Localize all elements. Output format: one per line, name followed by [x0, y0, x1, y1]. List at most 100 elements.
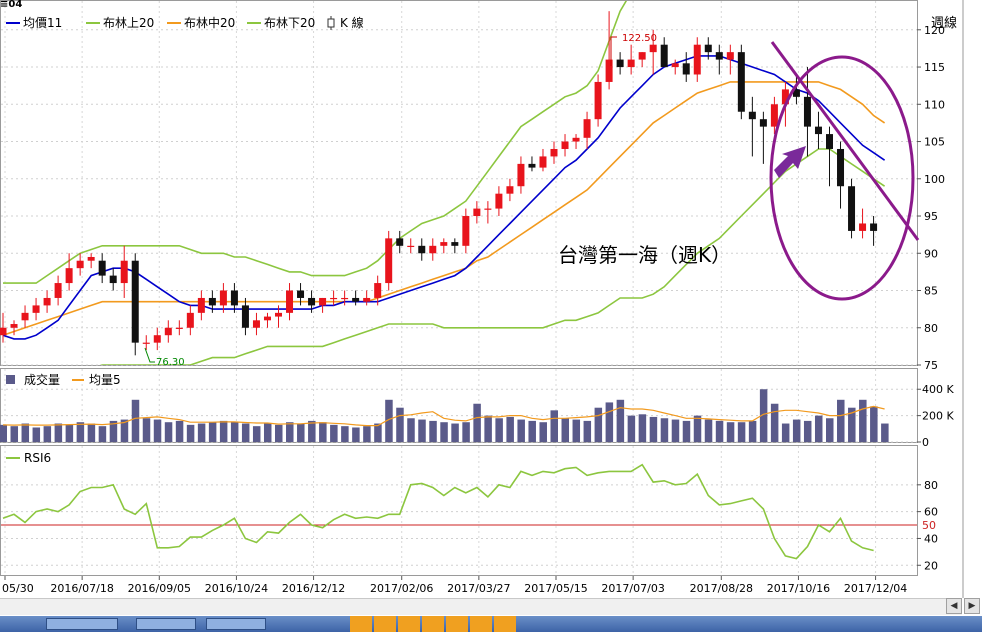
- bollinger-lower-line: [99, 148, 886, 365]
- volume-bar: [638, 414, 647, 442]
- candle-body: [440, 242, 448, 246]
- candle: [517, 156, 525, 194]
- candle-body: [87, 256, 95, 261]
- candle: [539, 148, 547, 172]
- candle-body: [164, 327, 172, 336]
- candle-body: [396, 238, 404, 246]
- candle-body: [10, 324, 18, 328]
- annotation-layer: 台灣第一海（週K）: [558, 41, 920, 301]
- tray-icon[interactable]: [470, 616, 492, 632]
- scroll-left-button[interactable]: ◀: [946, 598, 962, 614]
- candle: [870, 216, 878, 246]
- volume-panel-frame: [0, 368, 918, 443]
- volume-tick-label: 400 K: [922, 383, 954, 396]
- candle: [230, 283, 238, 313]
- candle: [330, 290, 338, 306]
- volume-bar: [660, 418, 669, 442]
- volume-bar: [473, 403, 481, 442]
- taskbar-item[interactable]: [206, 618, 266, 630]
- rsi-series-group: [2, 463, 874, 560]
- candle: [241, 297, 249, 336]
- candle: [308, 290, 316, 313]
- candle-body: [561, 141, 569, 149]
- candle-body: [539, 156, 547, 168]
- price-series-group: [0, 1, 886, 365]
- scroll-right-button[interactable]: ▶: [964, 598, 980, 614]
- annotation-arrow: [774, 146, 806, 178]
- volume-bar: [539, 422, 547, 442]
- taskbar-tray: [350, 616, 518, 632]
- volume-bar: [616, 399, 625, 442]
- price-tick-label: 95: [924, 210, 938, 223]
- rsi-tick-label: 60: [924, 506, 938, 519]
- volume-bar: [715, 420, 724, 442]
- candle: [561, 134, 569, 157]
- candle-body: [748, 111, 756, 120]
- candle-body: [583, 119, 591, 138]
- candle: [109, 268, 117, 291]
- candle-body: [65, 268, 73, 284]
- volume-bar: [870, 406, 878, 442]
- volume-bar: [131, 399, 140, 442]
- candle: [803, 67, 811, 157]
- volume-bar: [308, 420, 316, 442]
- taskbar-item[interactable]: [136, 618, 196, 630]
- price-tick-label: 110: [924, 98, 945, 111]
- candle-body: [208, 297, 216, 306]
- candle: [792, 74, 800, 105]
- candle: [848, 178, 856, 239]
- candle: [693, 37, 701, 82]
- rsi-legend: RSI6: [6, 451, 51, 465]
- tray-icon[interactable]: [398, 616, 420, 632]
- high-marker: 122.50: [610, 33, 657, 66]
- volume-bar: [297, 423, 305, 442]
- rsi-tick-label: 40: [924, 532, 938, 545]
- volume-bar: [396, 407, 404, 442]
- tray-icon[interactable]: [350, 616, 372, 632]
- candle: [550, 141, 558, 164]
- candle: [859, 208, 867, 239]
- annotation-text: 台灣第一海（週K）: [558, 243, 731, 267]
- tray-icon[interactable]: [446, 616, 468, 632]
- volume-bar: [759, 389, 768, 442]
- candle-body: [704, 44, 712, 53]
- volume-bar: [881, 423, 889, 442]
- volume-bar: [704, 419, 713, 442]
- volume-bar: [341, 426, 349, 442]
- candle-body: [803, 96, 811, 127]
- candle: [440, 238, 448, 254]
- tray-icon[interactable]: [422, 616, 444, 632]
- volume-bar: [572, 419, 581, 442]
- x-tick-label: 05/30: [2, 582, 34, 595]
- candle-body: [363, 297, 371, 302]
- volume-bar: [792, 419, 801, 442]
- volume-bar: [186, 424, 195, 442]
- volume-bar: [506, 416, 514, 442]
- candle-body: [451, 242, 459, 246]
- tray-icon[interactable]: [494, 616, 516, 632]
- candle: [10, 320, 18, 336]
- candle-body: [627, 59, 635, 68]
- candle-body: [848, 186, 856, 231]
- candle: [484, 201, 492, 224]
- candle: [462, 208, 470, 254]
- volume-bar: [550, 410, 558, 442]
- candle-body: [120, 260, 128, 284]
- candle-body: [528, 163, 536, 168]
- candle: [748, 96, 756, 157]
- taskbar-item[interactable]: [46, 618, 118, 630]
- horizontal-scrollbar[interactable]: [0, 598, 962, 615]
- candle: [76, 253, 84, 276]
- candle-body: [98, 260, 106, 276]
- tray-icon[interactable]: [374, 616, 396, 632]
- x-tick-label: 2016/09/05: [128, 582, 191, 595]
- candle-body: [43, 297, 51, 306]
- candle-body: [275, 312, 282, 317]
- candle: [153, 327, 161, 351]
- volume-bar: [814, 415, 823, 442]
- candle-body: [837, 148, 845, 187]
- low-label: 76.30: [156, 357, 185, 368]
- candle: [726, 44, 734, 75]
- legend-volume: 成交量: [24, 372, 60, 387]
